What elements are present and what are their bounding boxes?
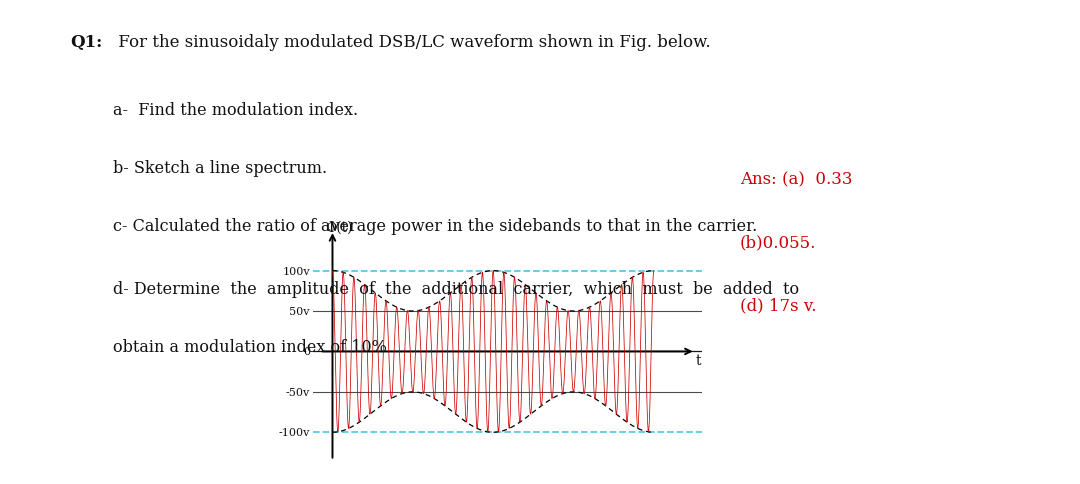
Text: t: t xyxy=(696,353,702,367)
Text: 0: 0 xyxy=(302,347,310,357)
Text: For the sinusoidaly modulated DSB/LC waveform shown in Fig. below.: For the sinusoidaly modulated DSB/LC wav… xyxy=(113,34,711,51)
Text: -100v: -100v xyxy=(279,427,310,438)
Text: Q1:: Q1: xyxy=(70,34,103,51)
Text: 100v: 100v xyxy=(282,266,310,276)
Text: a-  Find the modulation index.: a- Find the modulation index. xyxy=(113,102,359,119)
Text: d- Determine  the  amplitude  of  the  additional  carrier,  which  must  be  ad: d- Determine the amplitude of the additi… xyxy=(113,281,799,298)
Text: (d) 17s v.: (d) 17s v. xyxy=(740,296,816,314)
Text: b- Sketch a line spectrum.: b- Sketch a line spectrum. xyxy=(113,160,327,177)
Text: Ans: (a)  0.33: Ans: (a) 0.33 xyxy=(740,170,852,188)
Text: -50v: -50v xyxy=(286,387,310,397)
Text: c- Calculated the ratio of average power in the sidebands to that in the carrier: c- Calculated the ratio of average power… xyxy=(113,218,758,235)
Text: obtain a modulation index of 10%: obtain a modulation index of 10% xyxy=(113,339,388,356)
Text: 50v: 50v xyxy=(289,306,310,317)
Text: (b)0.055.: (b)0.055. xyxy=(740,233,816,251)
Text: Φ(t): Φ(t) xyxy=(325,221,353,234)
